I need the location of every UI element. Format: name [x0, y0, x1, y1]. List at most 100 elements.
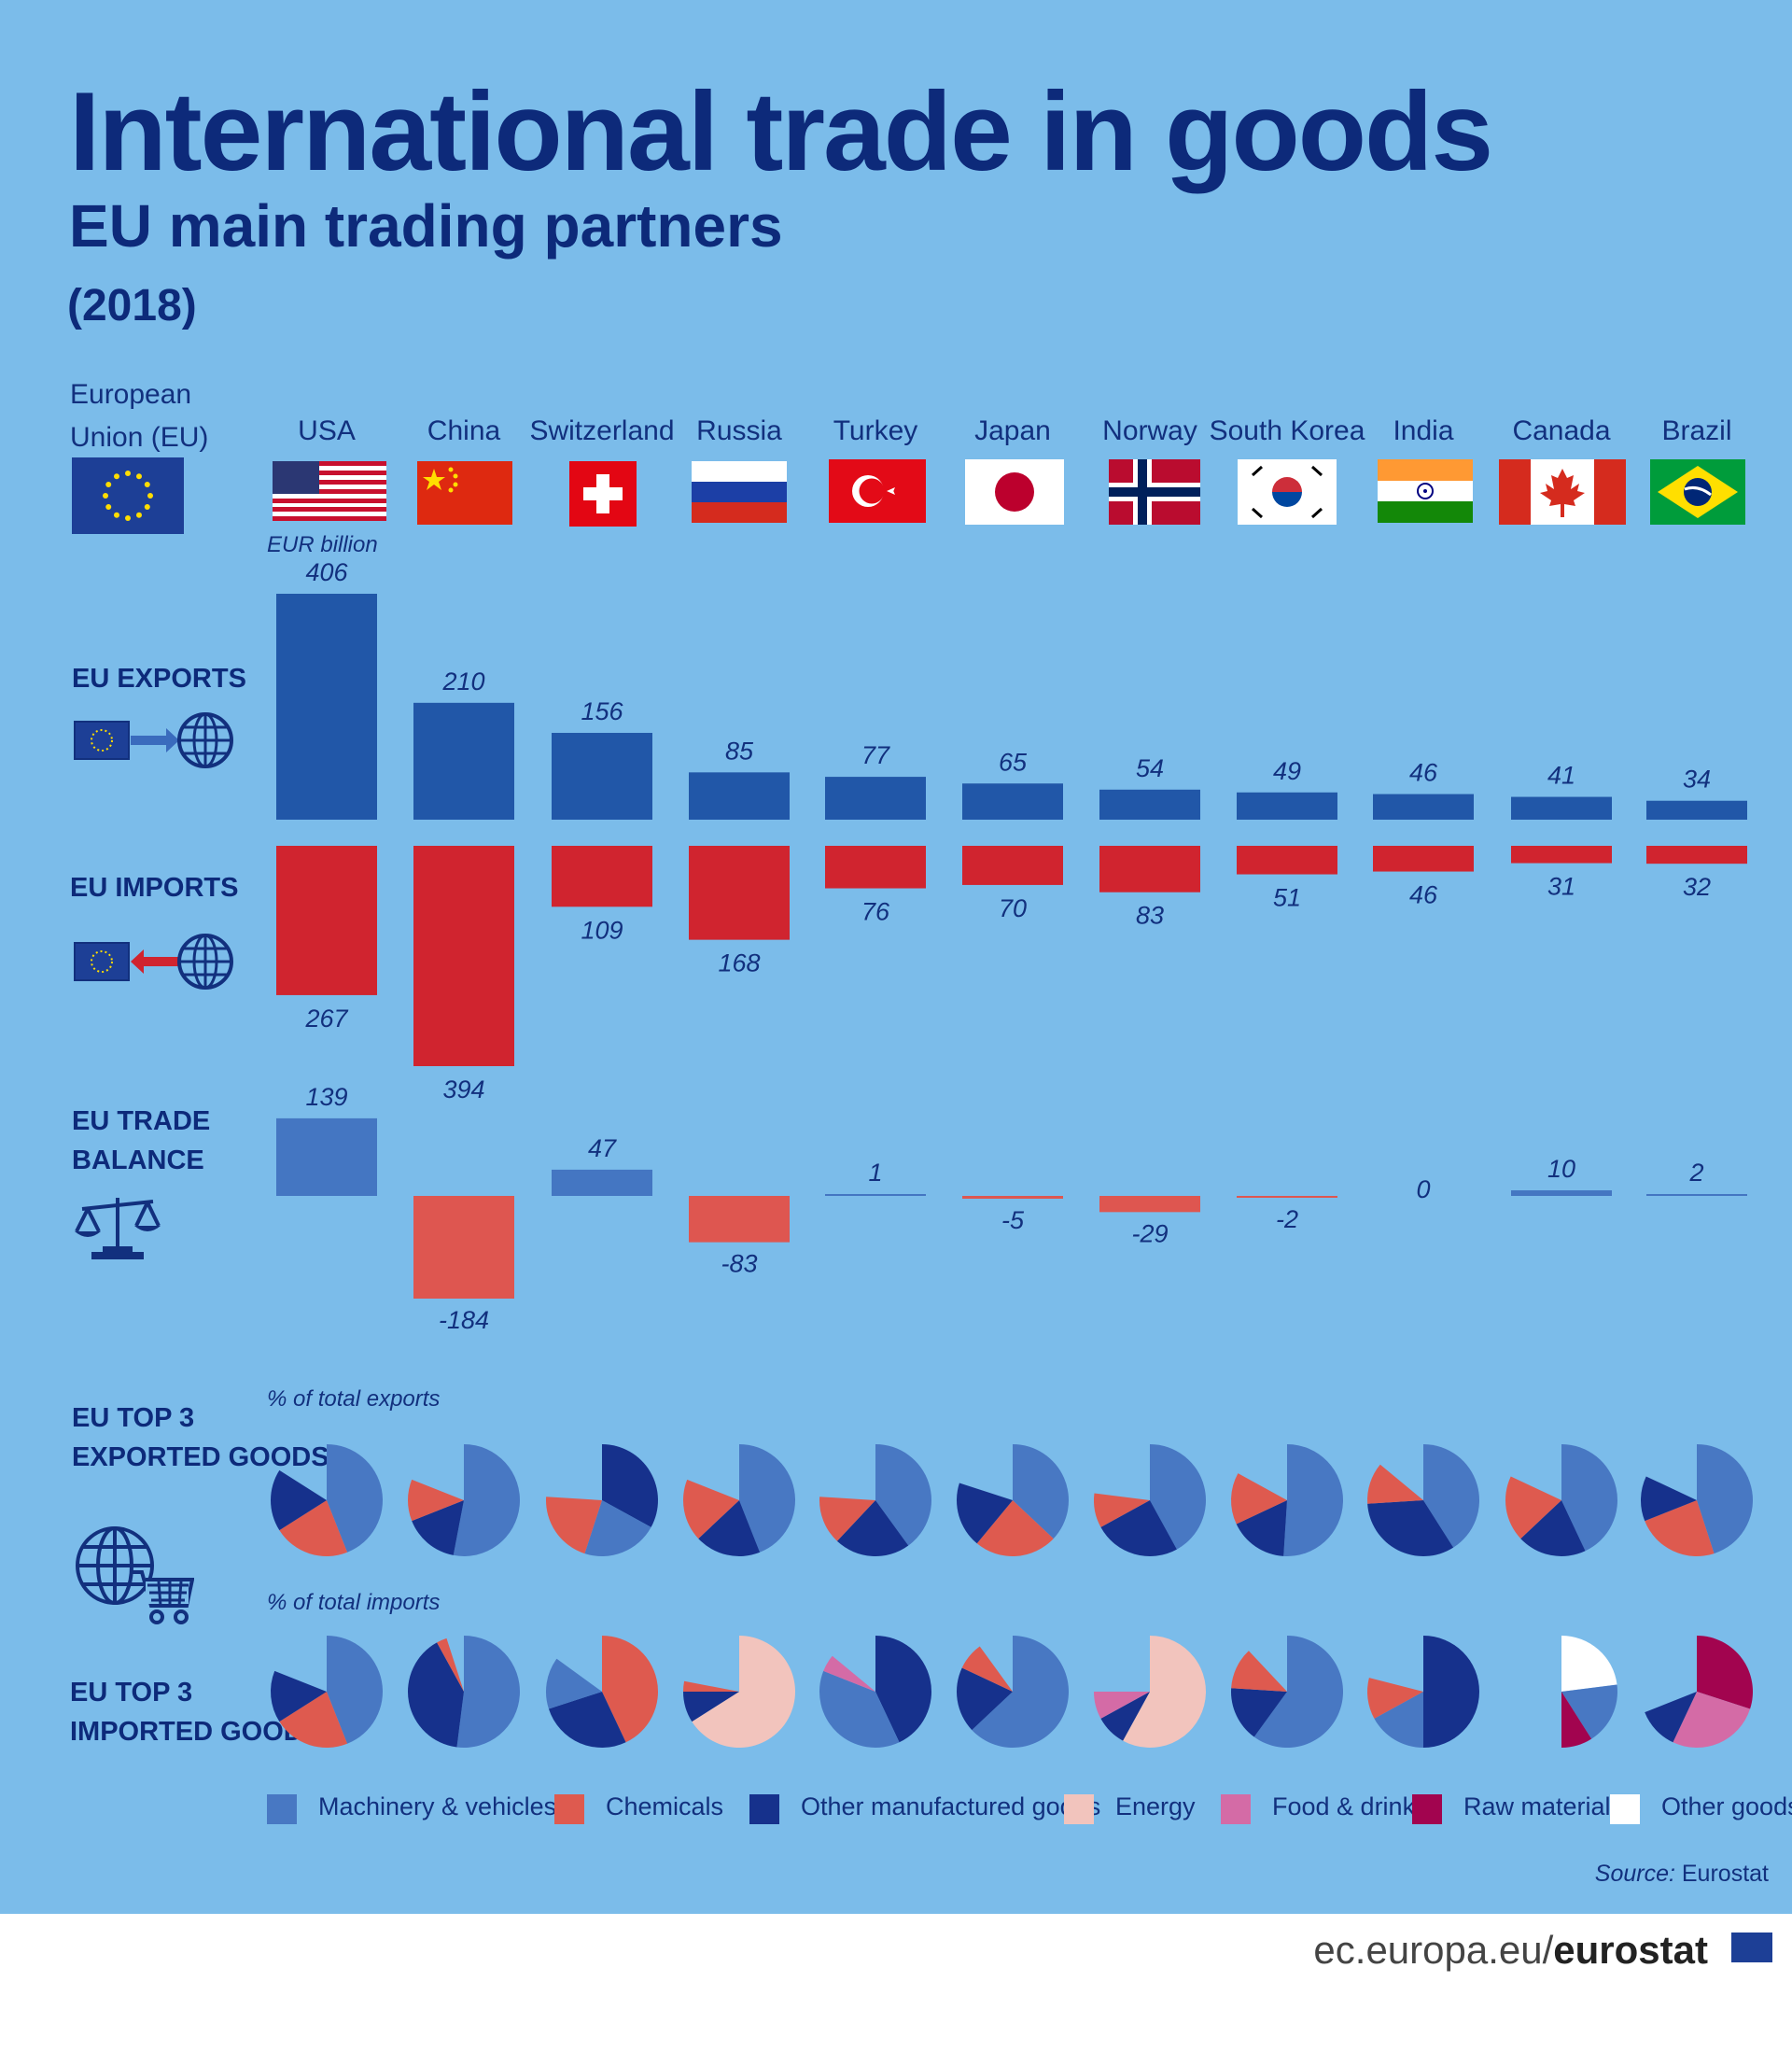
source-note: Source: Eurostat — [1595, 1861, 1769, 1888]
pie-slice-other-goods — [1561, 1636, 1617, 1692]
import-bar-usa — [276, 846, 377, 995]
export-pie-south-korea — [1231, 1444, 1344, 1556]
footer-url[interactable]: ec.europa.eu/eurostat — [1313, 1928, 1708, 1973]
india-flag-icon — [1378, 459, 1473, 523]
pie-slice-other-manufactured-goods — [270, 1469, 327, 1531]
export-value-label: 77 — [861, 741, 890, 769]
export-pie-brazil — [1641, 1444, 1753, 1556]
eu-flag-icon — [72, 457, 184, 534]
pie-slice-chemicals — [976, 1500, 1054, 1557]
import-pie-india — [1367, 1636, 1479, 1748]
import-bar-canada — [1511, 846, 1612, 864]
export-bar-switzerland — [552, 733, 652, 820]
switzerland-flag-icon — [569, 461, 637, 527]
export-value-label: 406 — [305, 558, 348, 586]
import-value-label: 83 — [1136, 902, 1164, 930]
pie-slice-raw-materials — [1561, 1692, 1592, 1748]
exports-icon — [73, 710, 236, 771]
export-pie-turkey — [819, 1444, 932, 1556]
import-value-label: 32 — [1683, 873, 1711, 901]
balance-bar-switzerland — [552, 1169, 652, 1196]
import-pie-turkey — [819, 1636, 932, 1748]
pie-slice-chemicals — [279, 1500, 348, 1556]
pie-slice-other-manufactured-goods — [957, 1483, 1013, 1544]
country-label-south-korea: South Korea — [1209, 415, 1365, 446]
country-label-norway: Norway — [1102, 415, 1197, 446]
export-bar-turkey — [825, 777, 926, 820]
norway-flag-icon — [1109, 459, 1200, 525]
balance-value-label: 139 — [305, 1083, 347, 1111]
balance-value-label: 10 — [1547, 1155, 1575, 1183]
pie-slice-chemicals — [1231, 1473, 1287, 1525]
legend-swatch — [749, 1794, 779, 1824]
import-value-label: 109 — [581, 916, 623, 944]
import-bar-india — [1373, 846, 1474, 872]
export-bar-japan — [962, 783, 1063, 820]
import-bar-russia — [689, 846, 790, 940]
imports-icon — [73, 931, 236, 992]
balance-value-label: -2 — [1276, 1205, 1298, 1233]
pie-slice-chemicals — [602, 1636, 659, 1743]
pie-slice-machinery-vehicles — [327, 1636, 384, 1744]
import-value-label: 168 — [718, 949, 760, 977]
import-value-label: 76 — [861, 898, 890, 926]
pie-slice-other-manufactured-goods — [271, 1670, 327, 1722]
import-pie-usa — [271, 1636, 384, 1749]
imports-pct-label: % of total imports — [267, 1590, 441, 1615]
balance-value-label: -5 — [1001, 1206, 1025, 1234]
exports-section-label: EU EXPORTS — [72, 664, 246, 694]
pie-slice-other-manufactured-goods — [698, 1500, 761, 1557]
country-label-turkey: Turkey — [833, 415, 918, 446]
balance-bar-china — [413, 1196, 514, 1299]
balance-value-label: -83 — [721, 1250, 757, 1278]
legend-label: Energy — [1115, 1792, 1196, 1820]
export-pie-japan — [957, 1444, 1070, 1557]
pie-slice-chemicals — [819, 1497, 875, 1541]
legend-swatch — [1064, 1794, 1094, 1824]
footer-eu-flag-icon — [1731, 1933, 1772, 1962]
import-pie-china — [408, 1636, 520, 1748]
country-label-switzerland: Switzerland — [529, 415, 675, 446]
source-value: Eurostat — [1674, 1861, 1769, 1887]
import-value-label: 267 — [304, 1005, 348, 1033]
balance-bar-usa — [276, 1117, 377, 1196]
country-label-japan: Japan — [974, 415, 1051, 446]
import-bar-turkey — [825, 846, 926, 889]
balance-bar-brazil — [1646, 1194, 1747, 1196]
pie-slice-machinery-vehicles — [453, 1444, 520, 1556]
balance-bar-russia — [689, 1196, 790, 1243]
export-pie-switzerland — [546, 1444, 658, 1556]
pie-slice-other-manufactured-goods — [836, 1500, 909, 1556]
pie-slice-energy — [1123, 1636, 1207, 1748]
export-value-label: 34 — [1683, 766, 1711, 794]
pie-slice-chemicals — [1645, 1500, 1715, 1556]
top3-imports-label-1: EU TOP 3 — [70, 1678, 193, 1708]
pie-slice-other-manufactured-goods — [1520, 1500, 1586, 1557]
pie-slice-machinery-vehicles — [584, 1500, 651, 1556]
legend-swatch — [554, 1794, 584, 1824]
pie-slice-machinery-vehicles — [875, 1444, 932, 1546]
pie-slice-machinery-vehicles — [819, 1670, 900, 1748]
pie-slice-food-drink — [1673, 1692, 1751, 1748]
legend-label: Other goods — [1661, 1792, 1792, 1820]
import-pie-canada — [1561, 1636, 1617, 1748]
country-label-canada: Canada — [1512, 415, 1611, 446]
export-bar-brazil — [1646, 800, 1747, 820]
balance-bar-south-korea — [1237, 1196, 1337, 1198]
pie-slice-raw-materials — [1697, 1636, 1753, 1709]
pie-slice-chemicals — [1367, 1678, 1423, 1719]
pie-slice-machinery-vehicles — [456, 1636, 520, 1748]
export-pie-russia — [683, 1444, 796, 1557]
pie-slice-machinery-vehicles — [1150, 1444, 1206, 1550]
export-bar-canada — [1511, 796, 1612, 820]
pie-slice-food-drink — [1094, 1692, 1150, 1719]
eu-label: European Union (EU) — [70, 379, 209, 453]
balance-value-label: 2 — [1688, 1159, 1703, 1187]
pie-slice-machinery-vehicles — [546, 1658, 602, 1709]
export-bar-usa — [276, 594, 377, 820]
pie-slice-other-manufactured-goods — [1236, 1500, 1287, 1556]
pie-slice-food-drink — [823, 1655, 875, 1692]
pie-slice-other-manufactured-goods — [548, 1692, 626, 1749]
brazil-flag-icon — [1650, 459, 1745, 525]
pie-slice-chemicals — [1367, 1464, 1423, 1504]
